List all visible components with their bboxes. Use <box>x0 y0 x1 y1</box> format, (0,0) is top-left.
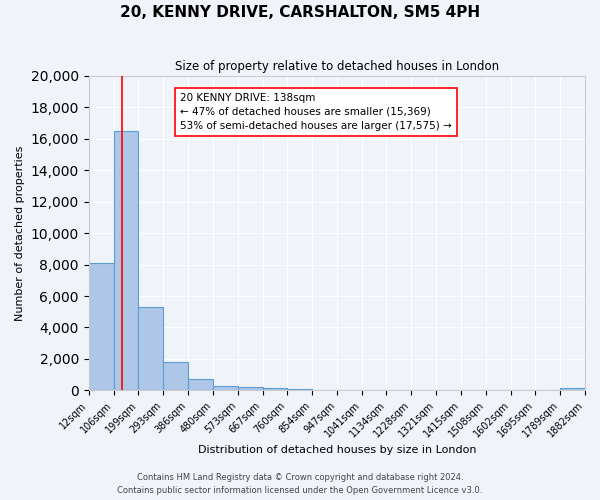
Y-axis label: Number of detached properties: Number of detached properties <box>15 146 25 320</box>
Bar <box>238 386 263 390</box>
Bar <box>138 307 163 390</box>
Text: 20 KENNY DRIVE: 138sqm
← 47% of detached houses are smaller (15,369)
53% of semi: 20 KENNY DRIVE: 138sqm ← 47% of detached… <box>181 93 452 131</box>
Bar <box>263 388 287 390</box>
Bar <box>89 263 113 390</box>
X-axis label: Distribution of detached houses by size in London: Distribution of detached houses by size … <box>197 445 476 455</box>
Text: Contains HM Land Registry data © Crown copyright and database right 2024.
Contai: Contains HM Land Registry data © Crown c… <box>118 474 482 495</box>
Bar <box>163 362 188 390</box>
Bar <box>287 389 312 390</box>
Bar <box>213 386 238 390</box>
Title: Size of property relative to detached houses in London: Size of property relative to detached ho… <box>175 60 499 73</box>
Bar <box>188 380 213 390</box>
Text: 20, KENNY DRIVE, CARSHALTON, SM5 4PH: 20, KENNY DRIVE, CARSHALTON, SM5 4PH <box>120 5 480 20</box>
Bar <box>113 130 138 390</box>
Bar <box>560 388 585 390</box>
